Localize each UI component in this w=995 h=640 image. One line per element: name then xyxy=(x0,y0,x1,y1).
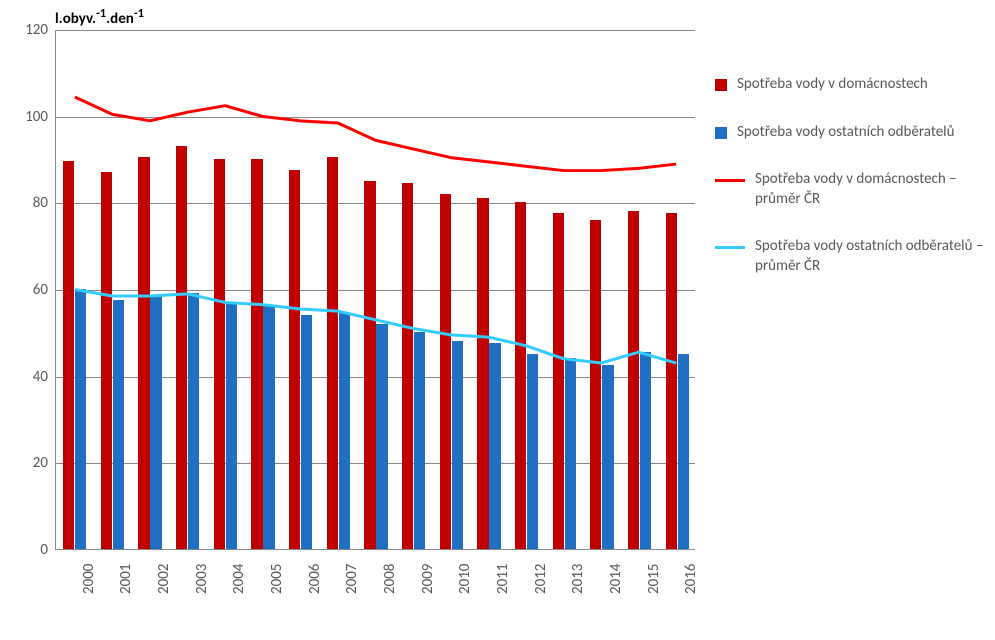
legend-label: Spotřeba vody v domácnostech – průměr ČR xyxy=(755,170,985,209)
x-tick-label: 2016 xyxy=(682,564,700,594)
x-tick-label: 2010 xyxy=(456,564,474,594)
y-tick-label: 80 xyxy=(33,194,56,212)
legend-swatch-line xyxy=(715,179,745,182)
legend-swatch-line xyxy=(715,246,745,249)
x-tick-label: 2002 xyxy=(155,564,173,594)
x-tick-label: 2013 xyxy=(569,564,587,594)
line-others_avg xyxy=(75,290,676,364)
x-tick-label: 2005 xyxy=(268,564,286,594)
line-households_avg xyxy=(75,97,676,171)
legend-item: Spotřeba vody v domácnostech xyxy=(715,75,985,95)
y-tick-label: 100 xyxy=(25,108,56,126)
legend: Spotřeba vody v domácnostech Spotřeba vod… xyxy=(715,75,985,304)
x-tick-label: 2007 xyxy=(343,564,361,594)
lines-layer xyxy=(56,30,695,549)
legend-label: Spotřeba vody v domácnostech xyxy=(737,75,985,95)
y-tick-label: 60 xyxy=(33,281,56,299)
legend-swatch-box xyxy=(715,79,727,91)
x-axis-labels: 2000 2001 2002 2003 2004 2005 2006 2007 2008 2009… xyxy=(55,552,695,632)
x-tick-label: 2001 xyxy=(117,564,135,594)
legend-item: Spotřeba vody v domácnostech – průměr ČR xyxy=(715,170,985,209)
legend-label: Spotřeba vody ostatních odběratelů xyxy=(737,123,985,143)
x-tick-label: 2014 xyxy=(607,564,625,594)
legend-item: Spotřeba vody ostatních odběratelů – prů… xyxy=(715,237,985,276)
x-tick-label: 2000 xyxy=(80,564,98,594)
x-tick-label: 2009 xyxy=(419,564,437,594)
y-tick-label: 40 xyxy=(33,368,56,386)
x-tick-label: 2015 xyxy=(645,564,663,594)
x-tick-label: 2008 xyxy=(381,564,399,594)
legend-swatch-box xyxy=(715,127,727,139)
y-axis-title: l.obyv.-1.den-1 xyxy=(55,6,144,28)
x-tick-label: 2012 xyxy=(532,564,550,594)
legend-label: Spotřeba vody ostatních odběratelů – prů… xyxy=(755,237,985,276)
y-tick-label: 20 xyxy=(33,454,56,472)
x-tick-label: 2006 xyxy=(306,564,324,594)
plot-area: 020406080100120 xyxy=(55,30,695,550)
legend-item: Spotřeba vody ostatních odběratelů xyxy=(715,123,985,143)
x-tick-label: 2004 xyxy=(230,564,248,594)
x-tick-label: 2011 xyxy=(494,564,512,594)
water-consumption-chart: l.obyv.-1.den-1 020406080100120 20002001… xyxy=(0,0,995,640)
y-tick-label: 0 xyxy=(40,541,56,559)
x-tick-label: 2003 xyxy=(193,564,211,594)
y-tick-label: 120 xyxy=(25,21,56,39)
